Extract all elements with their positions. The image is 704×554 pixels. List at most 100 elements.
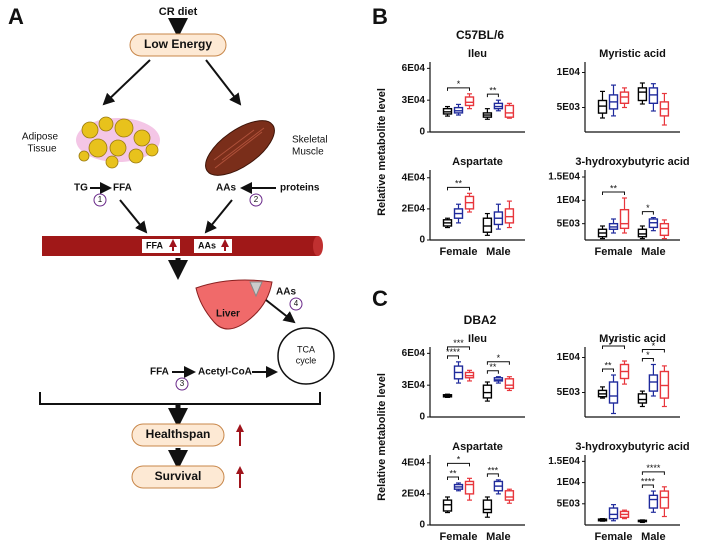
y-tick-label: 5E03: [557, 102, 581, 113]
significance-label: ****: [446, 347, 461, 357]
significance-bracket: [641, 211, 654, 215]
label: AAs: [216, 183, 236, 194]
label: Muscle: [292, 147, 324, 158]
y-tick-label: 0: [419, 412, 425, 423]
y-tick-label: 0: [419, 235, 425, 246]
muscle-fibers: [213, 127, 265, 169]
y-tick-label: 1.5E04: [548, 172, 580, 183]
significance-label: **: [604, 360, 612, 370]
y-tick-label: 1E04: [557, 67, 581, 78]
y-tick-label: 5E03: [557, 387, 581, 398]
significance-bracket: [486, 361, 510, 365]
y-tick-label: 1E04: [557, 195, 581, 206]
significance-bracket: [641, 471, 665, 475]
skeletal-muscle: [205, 120, 275, 176]
label: proteins: [280, 183, 320, 194]
significance-bracket: [447, 186, 470, 191]
significance-bracket: [602, 345, 625, 349]
y-tick-label: 1E04: [557, 477, 581, 488]
chart-title: 3-hydroxybutyric acid: [575, 441, 689, 453]
label: FFA: [146, 240, 163, 250]
label: TCA: [297, 344, 315, 354]
label: 1: [98, 195, 103, 204]
significance-bracket: [641, 484, 654, 489]
label: Healthspan: [146, 427, 211, 441]
y-tick-label: 1.5E04: [548, 456, 580, 467]
node: [129, 33, 227, 57]
box: [504, 208, 515, 224]
significance-label: **: [455, 179, 463, 189]
significance-bracket: [641, 349, 665, 353]
panel-label: C: [372, 286, 388, 311]
label: cycle: [296, 355, 317, 365]
label: 3: [180, 379, 185, 388]
step-circle: [249, 193, 263, 207]
label: TG: [74, 183, 88, 194]
y-axis-label: Relative metabolite level: [376, 88, 388, 216]
label: 2: [254, 195, 259, 204]
panel-label: B: [372, 4, 388, 29]
box: [608, 507, 619, 520]
x-tick-label: Female: [595, 531, 633, 543]
panel-label: A: [8, 4, 24, 29]
y-axis-label: Relative metabolite level: [376, 373, 388, 501]
significance-label: ***: [453, 338, 464, 348]
box: [659, 490, 670, 509]
panel-title: DBA2: [464, 313, 497, 327]
y-tick-label: 3E04: [402, 95, 426, 106]
box: [637, 393, 648, 404]
significance-label: **: [489, 362, 497, 372]
label: CR diet: [159, 6, 198, 18]
y-tick-label: 2E04: [402, 489, 426, 500]
label: Survival: [155, 469, 202, 483]
label: Tissue: [27, 144, 57, 155]
box: [504, 378, 515, 390]
significance-label: *: [646, 350, 650, 360]
box: [442, 499, 453, 512]
label: Skeletal: [292, 135, 328, 146]
node: [131, 423, 225, 447]
label: Acetyl-CoA: [198, 367, 252, 378]
box: [659, 222, 670, 237]
y-tick-label: 5E03: [557, 498, 581, 509]
label: Liver: [216, 309, 240, 320]
step-circle: [93, 193, 107, 207]
box: [504, 104, 515, 118]
significance-label: **: [449, 468, 457, 478]
fat-cells: [78, 116, 159, 169]
box: [637, 228, 648, 238]
step-circle: [289, 297, 303, 311]
box: [482, 384, 493, 399]
x-tick-label: Male: [486, 246, 510, 258]
x-tick-label: Male: [641, 531, 665, 543]
y-tick-label: 0: [419, 520, 425, 531]
panel-a: A CR diet Low Energy Adipose Tissue Skel…: [8, 4, 335, 489]
label: Adipose: [22, 132, 59, 143]
significance-label: *: [497, 353, 501, 363]
chart-title: Aspartate: [452, 441, 503, 453]
y-tick-label: 0: [419, 127, 425, 138]
x-tick-label: Female: [440, 246, 478, 258]
label: AAs: [276, 287, 296, 298]
arrow: [119, 199, 148, 234]
panel-title: C57BL/6: [456, 28, 504, 42]
arrow: [265, 299, 296, 324]
y-tick-label: 4E04: [402, 172, 426, 183]
y-tick-label: 6E04: [402, 348, 426, 359]
significance-bracket: [486, 473, 499, 477]
chart-title: 3-hydroxybutyric acid: [575, 156, 689, 168]
box: [597, 99, 608, 114]
significance-bracket: [447, 462, 470, 467]
x-tick-label: Male: [486, 531, 510, 543]
box: [608, 381, 619, 404]
significance-label: *: [457, 455, 461, 465]
box: [482, 217, 493, 233]
significance-label: ****: [646, 463, 661, 473]
label: 4: [294, 299, 299, 308]
liver: [195, 279, 273, 330]
box: [648, 87, 659, 105]
significance-bracket: [641, 358, 654, 362]
y-tick-label: 5E03: [557, 218, 581, 229]
box: [648, 374, 659, 392]
